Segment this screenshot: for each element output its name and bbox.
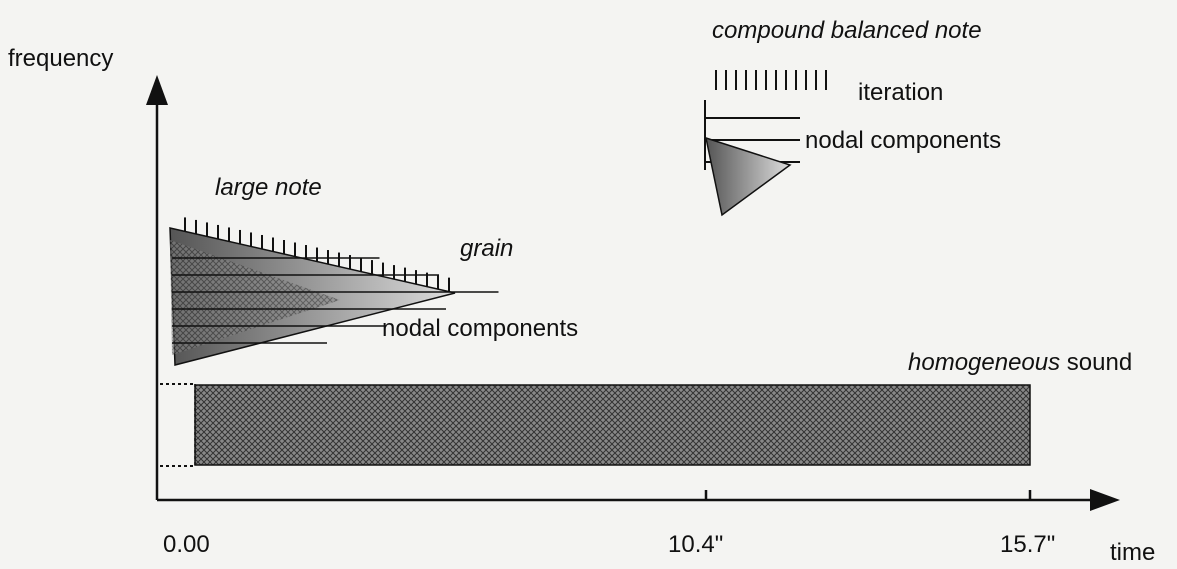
x-arrow	[1090, 489, 1120, 511]
homogeneous-label: homogeneous sound	[908, 349, 1132, 376]
compound-note	[704, 70, 827, 217]
x-tick-label: 15.7"	[1000, 531, 1055, 558]
compound-title: compound balanced note	[712, 17, 982, 44]
homogeneous-sound	[160, 383, 1031, 467]
x-axis-label: time	[1110, 539, 1155, 566]
large-note-title: large note	[215, 174, 322, 201]
iteration-label: iteration	[858, 79, 943, 106]
nodal-label: nodal components	[382, 315, 578, 342]
x-tick-label: 10.4"	[668, 531, 723, 558]
homogeneous-italic: homogeneous	[908, 349, 1060, 376]
y-arrow	[146, 75, 168, 105]
homogeneous-rest: sound	[1067, 349, 1132, 376]
compound-nodal-label: nodal components	[805, 127, 1001, 154]
axes	[155, 100, 1095, 502]
large-note	[169, 217, 499, 366]
x-tick-label: 0.00	[163, 531, 210, 558]
y-axis-label: frequency	[8, 45, 113, 72]
grain-label: grain	[460, 235, 513, 262]
